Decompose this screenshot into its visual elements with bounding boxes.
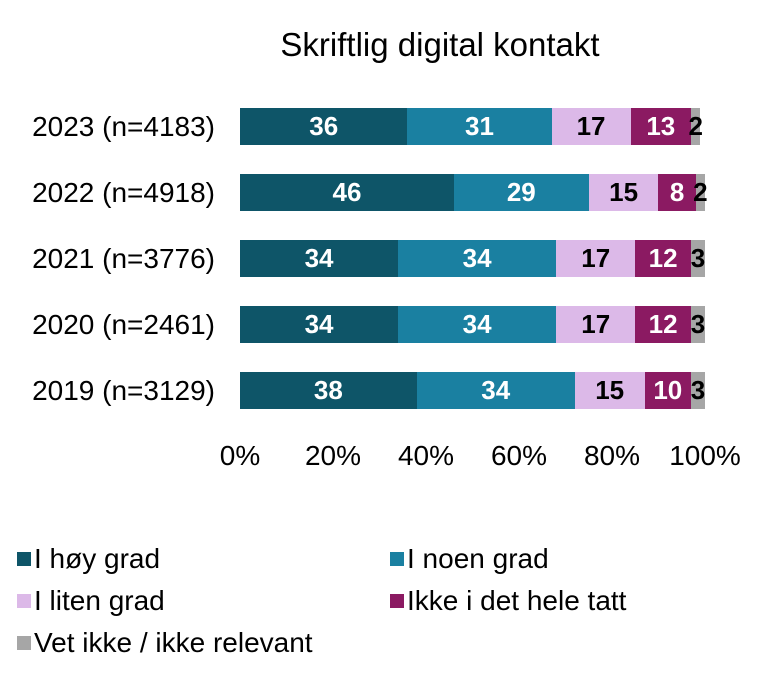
- segment-value-label: 34: [304, 309, 334, 339]
- segment-value-label: 3: [690, 375, 706, 405]
- legend-item: I noen grad: [390, 543, 626, 575]
- chart-title: Skriftlig digital kontakt: [280, 26, 600, 63]
- stacked-bar: 36 31 17 13 2: [240, 108, 705, 145]
- legend-label: I høy grad: [34, 543, 161, 574]
- segment-value-label: 10: [653, 375, 683, 405]
- bar-segment: 34: [398, 240, 557, 277]
- segment-value-label: 29: [506, 177, 536, 207]
- segment-value-label: 34: [304, 243, 334, 273]
- segment-value-label: 17: [581, 243, 611, 273]
- x-axis: 0% 20% 40% 60% 80% 100%: [0, 440, 768, 474]
- legend-swatch-icon: [17, 552, 31, 566]
- x-axis-tick-label: 20%: [304, 440, 362, 471]
- bar-segment: 3: [691, 306, 705, 343]
- segment-value-label: 8: [669, 177, 685, 207]
- segment-value-label: 2: [688, 111, 703, 141]
- segment-value-label: 2: [693, 177, 708, 207]
- bar-segment: 36: [240, 108, 408, 145]
- legend-label: I liten grad: [34, 585, 165, 616]
- legend-item: Ikke i det hele tatt: [390, 585, 626, 617]
- bar-segment: 17: [556, 306, 636, 343]
- segment-value-label: 34: [462, 309, 492, 339]
- category-label: 2019 (n=3129): [32, 374, 215, 406]
- bar-segment: 12: [635, 306, 692, 343]
- legend-item: I liten grad: [17, 585, 390, 617]
- bar-segment: 15: [588, 174, 659, 211]
- segment-value-label: 38: [313, 375, 343, 405]
- bar-segment: 17: [551, 108, 631, 145]
- legend-label: I noen grad: [407, 543, 549, 574]
- stacked-bar: 38 34 15 10 3: [240, 372, 705, 409]
- bar-segment: 46: [240, 174, 454, 211]
- bar-segment: 34: [240, 240, 399, 277]
- bar-segment: 29: [453, 174, 589, 211]
- bar-segment: 31: [407, 108, 552, 145]
- segment-value-label: 15: [595, 375, 625, 405]
- bar-row: 2021 (n=3776) 34 34 17 12 3: [0, 240, 768, 277]
- segment-value-label: 46: [332, 177, 362, 207]
- bar-segment: 34: [398, 306, 557, 343]
- segment-value-label: 36: [309, 111, 339, 141]
- segment-value-label: 15: [609, 177, 639, 207]
- x-axis-tick-label: 60%: [490, 440, 548, 471]
- legend-item: I høy grad: [17, 543, 390, 575]
- bar-segment: 2: [688, 108, 703, 145]
- category-label: 2022 (n=4918): [32, 176, 215, 208]
- segment-value-label: 12: [648, 243, 678, 273]
- legend-swatch-icon: [390, 552, 404, 566]
- segment-value-label: 17: [576, 111, 606, 141]
- segment-value-label: 3: [690, 243, 706, 273]
- bar-row: 2023 (n=4183) 36 31 17 13 2: [0, 108, 768, 145]
- bar-row: 2019 (n=3129) 38 34 15 10 3: [0, 372, 768, 409]
- bar-segment: 2: [693, 174, 708, 211]
- category-label: 2021 (n=3776): [32, 242, 215, 274]
- segment-value-label: 3: [690, 309, 706, 339]
- segment-value-label: 13: [646, 111, 676, 141]
- bar-segment: 34: [416, 372, 575, 409]
- category-label: 2020 (n=2461): [32, 308, 215, 340]
- legend-swatch-icon: [390, 594, 404, 608]
- bar-segment: 38: [240, 372, 417, 409]
- legend-swatch-icon: [17, 636, 31, 650]
- segment-value-label: 31: [465, 111, 494, 141]
- bar-segment: 8: [658, 174, 696, 211]
- stacked-bar: 34 34 17 12 3: [240, 306, 705, 343]
- bar-segment: 10: [644, 372, 692, 409]
- segment-value-label: 34: [481, 375, 511, 405]
- bar-segment: 3: [691, 240, 705, 277]
- legend-item: Vet ikke / ikke relevant: [17, 627, 390, 659]
- legend: I høy grad I noen grad I liten grad Ikke i …: [17, 543, 626, 659]
- category-label: 2023 (n=4183): [32, 110, 215, 142]
- x-axis-tick-label: 80%: [583, 440, 641, 471]
- legend-swatch-icon: [17, 594, 31, 608]
- segment-value-label: 12: [648, 309, 678, 339]
- bar-segment: 17: [556, 240, 636, 277]
- bar-segment: 12: [635, 240, 692, 277]
- bar-segment: 3: [691, 372, 705, 409]
- bar-segment: 13: [630, 108, 692, 145]
- segment-value-label: 34: [462, 243, 492, 273]
- x-axis-tick-label: 100%: [669, 440, 741, 471]
- bar-segment: 34: [240, 306, 399, 343]
- bar-row: 2022 (n=4918) 46 29 15 8 2: [0, 174, 768, 211]
- stacked-bar: 34 34 17 12 3: [240, 240, 705, 277]
- x-axis-tick-label: 0%: [219, 440, 261, 471]
- bar-row: 2020 (n=2461) 34 34 17 12 3: [0, 306, 768, 343]
- segment-value-label: 17: [581, 309, 611, 339]
- legend-label: Ikke i det hele tatt: [407, 585, 627, 616]
- bar-segment: 15: [574, 372, 645, 409]
- stacked-bar: 46 29 15 8 2: [240, 174, 708, 211]
- legend-label: Vet ikke / ikke relevant: [34, 627, 313, 658]
- x-axis-tick-label: 40%: [397, 440, 455, 471]
